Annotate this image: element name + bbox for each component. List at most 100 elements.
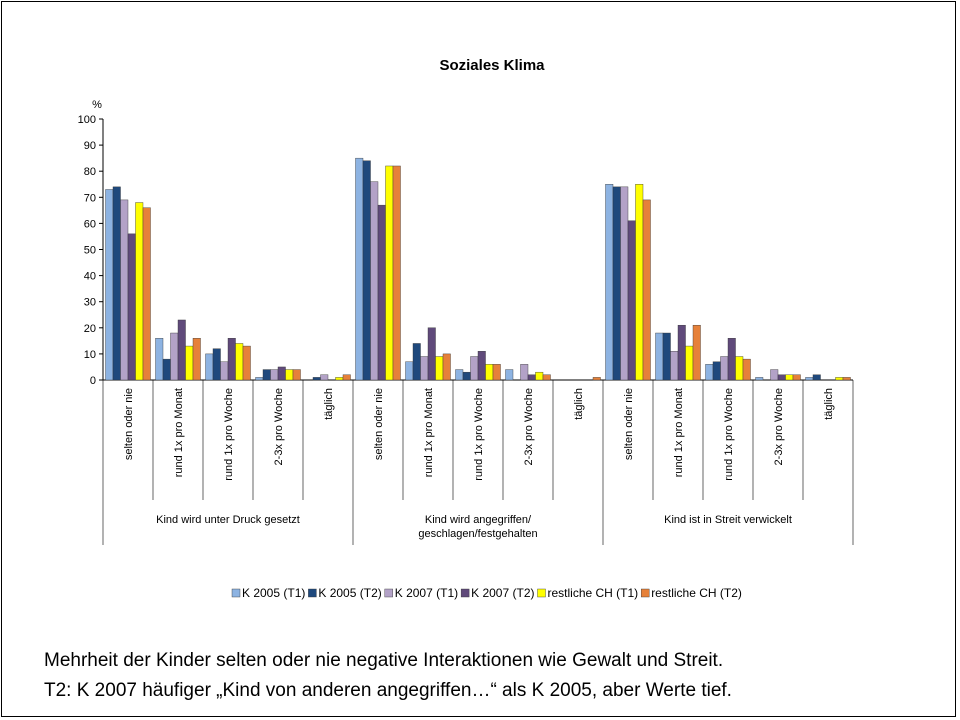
bar <box>170 332 179 381</box>
bar <box>185 345 194 381</box>
bar <box>242 345 251 381</box>
legend-label: K 2007 (T2) <box>471 586 534 600</box>
bar <box>720 356 729 381</box>
bar <box>285 369 294 381</box>
x-tick-label: täglich <box>823 388 835 420</box>
bar <box>635 184 644 381</box>
bar <box>385 165 394 381</box>
bar <box>162 358 171 381</box>
legend-swatch <box>231 588 241 598</box>
bar <box>785 374 794 381</box>
bar <box>235 343 244 381</box>
y-tick-label: 0 <box>90 375 96 387</box>
x-tick-label: täglich <box>323 388 335 420</box>
bar <box>220 361 229 381</box>
bar <box>262 369 271 381</box>
bar <box>692 324 701 381</box>
bar <box>712 361 721 381</box>
bar <box>370 181 379 381</box>
chart-title: Soziales Klima <box>439 57 545 74</box>
bar <box>420 356 429 381</box>
x-tick-label: rund 1x pro Woche <box>723 388 735 481</box>
y-tick-label: 90 <box>84 140 96 152</box>
bar <box>527 374 536 381</box>
bar <box>405 361 414 381</box>
bar <box>755 377 764 381</box>
legend-swatch <box>537 588 546 598</box>
x-tick-label: selten oder nie <box>623 388 635 460</box>
bar <box>742 358 751 381</box>
bar <box>362 160 371 381</box>
bar <box>462 371 471 381</box>
bar <box>155 338 164 381</box>
x-tick-label: selten oder nie <box>123 388 135 460</box>
legend-label: K 2005 (T2) <box>318 586 381 600</box>
group-label: Kind wird unter Druck gesetzt <box>156 514 300 526</box>
bar <box>520 364 529 381</box>
bar <box>735 356 744 381</box>
bar <box>777 374 786 381</box>
bar <box>142 207 151 381</box>
x-tick-label: 2-3x pro Woche <box>273 388 285 465</box>
bar <box>192 338 201 381</box>
y-tick-label: 100 <box>78 114 96 126</box>
legend-swatch <box>640 588 650 598</box>
bar <box>542 374 551 381</box>
bar <box>177 319 186 381</box>
bar <box>277 366 286 381</box>
group-label: Kind ist in Streit verwickelt <box>664 514 792 526</box>
bar <box>535 371 544 381</box>
note: Mehrheit der Kinder selten oder nie nega… <box>44 650 724 671</box>
y-tick-label: 40 <box>84 271 96 283</box>
bar <box>842 377 851 381</box>
bar <box>212 348 221 381</box>
y-tick-label: 50 <box>84 245 96 257</box>
note: T2: K 2007 häufiger „Kind von anderen an… <box>44 680 732 701</box>
legend-swatch <box>308 588 317 598</box>
bar <box>655 332 664 381</box>
bar <box>392 165 401 381</box>
bar <box>592 377 601 381</box>
y-tick-label: 70 <box>84 192 96 204</box>
bar <box>270 369 279 381</box>
bar <box>605 184 614 381</box>
y-tick-label: 20 <box>84 323 96 335</box>
y-tick-label: 80 <box>84 166 96 178</box>
group-label: Kind wird angegriffen/ geschlagen/festge… <box>418 514 538 540</box>
legend-label: K 2007 (T1) <box>395 586 458 600</box>
bar <box>612 186 621 381</box>
x-tick-label: rund 1x pro Woche <box>473 388 485 481</box>
bar <box>455 369 464 381</box>
bar <box>677 324 686 381</box>
bar <box>312 377 321 381</box>
legend-swatch <box>460 588 470 598</box>
bar <box>792 374 801 381</box>
legend-swatch <box>384 588 393 598</box>
bar <box>835 377 844 381</box>
bar <box>335 377 344 381</box>
bar <box>477 351 486 381</box>
bar <box>255 377 264 381</box>
legend-label: restliche CH (T1) <box>548 586 639 600</box>
bar <box>377 204 386 381</box>
bar <box>620 186 629 381</box>
bar <box>355 157 364 381</box>
bar <box>120 199 129 381</box>
bar <box>727 338 736 381</box>
bar <box>127 233 136 381</box>
bar <box>662 332 671 381</box>
bar <box>470 356 479 381</box>
x-tick-label: rund 1x pro Woche <box>223 388 235 481</box>
bar <box>805 377 814 381</box>
bar <box>505 369 514 381</box>
x-tick-label: 2-3x pro Woche <box>773 388 785 465</box>
bar <box>485 364 494 381</box>
bar <box>705 364 714 381</box>
bar <box>770 369 779 381</box>
bar <box>492 364 501 381</box>
x-tick-label: täglich <box>573 388 585 420</box>
bar <box>292 369 301 381</box>
y-tick-label: 10 <box>84 349 96 361</box>
bar <box>627 220 636 381</box>
